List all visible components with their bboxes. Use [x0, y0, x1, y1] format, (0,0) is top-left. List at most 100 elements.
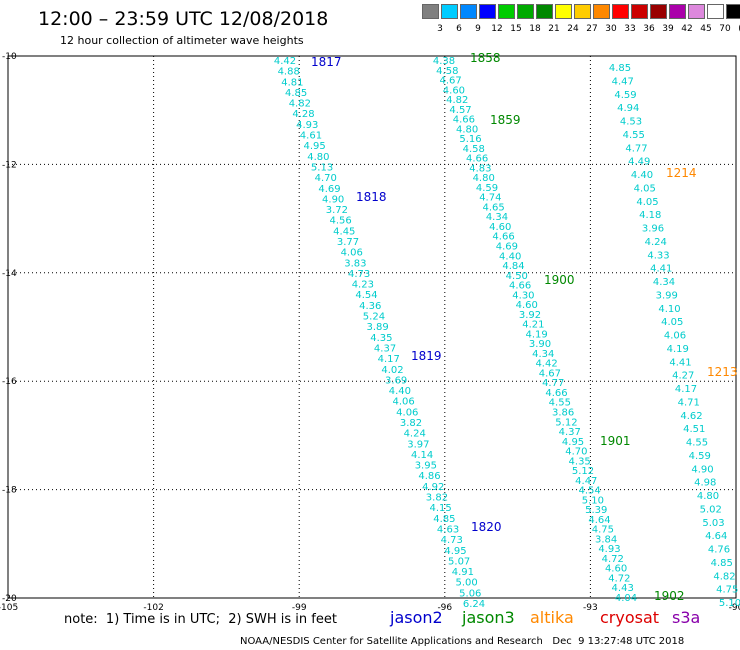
- wave-height-value: 4.71: [678, 397, 700, 408]
- satellite-legend-jason3: jason3: [462, 608, 515, 627]
- note-text: note: 1) Time is in UTC; 2) SWH is in fe…: [64, 612, 337, 627]
- wave-height-value: 4.65: [483, 202, 505, 213]
- wave-height-value: 4.75: [592, 525, 614, 536]
- footer-credit: NOAA/NESDIS Center for Satellite Applica…: [240, 636, 685, 647]
- wave-height-value: 4.10: [658, 304, 680, 315]
- wave-height-value: 4.05: [661, 317, 683, 328]
- wave-height-value: 4.02: [381, 365, 403, 376]
- wave-height-value: 4.27: [672, 371, 694, 382]
- wave-height-value: 4.66: [509, 281, 531, 292]
- wave-height-value: 4.62: [680, 411, 702, 422]
- wave-height-value: 4.66: [492, 232, 514, 243]
- latitude-tick-label: -14: [2, 269, 17, 279]
- wave-height-value: 4.69: [318, 184, 340, 195]
- wave-height-value: 4.64: [588, 515, 610, 526]
- wave-height-value: 4.55: [623, 130, 645, 141]
- wave-height-value: 4.93: [598, 544, 620, 555]
- wave-height-value: 3.69: [385, 375, 407, 386]
- wave-height-value: 4.34: [486, 212, 508, 223]
- wave-height-value: 4.36: [359, 301, 381, 312]
- wave-height-value: 4.94: [617, 103, 639, 114]
- color-scale-swatch: [688, 4, 705, 19]
- wave-height-value: 4.75: [716, 585, 738, 596]
- wave-height-value: 4.55: [686, 438, 708, 449]
- wave-height-value: 4.06: [664, 331, 686, 342]
- wave-height-value: 4.80: [697, 491, 719, 502]
- wave-height-value: 4.70: [315, 173, 337, 184]
- color-scale-label: 70: [719, 24, 731, 34]
- wave-height-value: 4.93: [296, 120, 318, 131]
- wave-height-value: 4.43: [612, 583, 634, 594]
- wave-height-value: 4.60: [443, 85, 465, 96]
- wave-height-value: 5.00: [455, 578, 477, 589]
- wave-height-value: 4.69: [496, 242, 518, 253]
- longitude-tick-label: -96: [437, 603, 452, 613]
- color-scale-swatch: [536, 4, 553, 19]
- wave-height-value: 3.96: [642, 224, 664, 235]
- wave-height-value: 4.80: [307, 152, 329, 163]
- wave-height-value: 4.19: [526, 329, 548, 340]
- map-frame: [7, 55, 737, 599]
- wave-height-value: 3.97: [407, 439, 429, 450]
- color-scale-label: 9: [475, 24, 481, 34]
- color-scale-unit: (ft): [733, 24, 740, 34]
- wave-height-value: 4.41: [650, 264, 672, 275]
- wave-height-value: 4.73: [441, 535, 463, 546]
- latitude-tick-label: -20: [2, 594, 17, 604]
- wave-height-value: 5.12: [572, 466, 594, 477]
- wave-height-value: 4.42: [274, 56, 296, 67]
- wave-height-value: 4.92: [422, 482, 444, 493]
- wave-height-value: 4.37: [374, 343, 396, 354]
- color-scale-swatch: [669, 4, 686, 19]
- color-scale-swatch: [726, 4, 740, 19]
- longitude-tick-label: -99: [292, 603, 307, 613]
- wave-height-value: 4.77: [542, 378, 564, 389]
- wave-height-value: 3.84: [595, 534, 617, 545]
- wave-height-value: 4.04: [615, 593, 637, 604]
- color-scale-label: 15: [510, 24, 522, 34]
- color-scale-swatch: [441, 4, 458, 19]
- latitude-tick-label: -10: [2, 52, 17, 62]
- pass-time-label: 1819: [411, 349, 442, 363]
- map-title: 12:00 – 23:59 UTC 12/08/2018: [38, 8, 329, 30]
- wave-height-value: 4.60: [516, 300, 538, 311]
- wave-height-value: 5.10: [719, 598, 740, 609]
- wave-height-value: 4.61: [300, 131, 322, 142]
- color-scale-swatch: [517, 4, 534, 19]
- longitude-tick-label: -102: [143, 603, 163, 613]
- wave-height-value: 4.85: [285, 88, 307, 99]
- satellite-legend-jason2: jason2: [390, 608, 443, 627]
- wave-height-value: 4.24: [404, 429, 426, 440]
- wave-height-value: 4.74: [479, 193, 501, 204]
- wave-height-value: 3.90: [529, 339, 551, 350]
- wave-height-value: 4.58: [436, 66, 458, 77]
- pass-time-label: 1901: [600, 434, 631, 448]
- wave-height-value: 4.30: [512, 290, 534, 301]
- wave-height-value: 4.18: [639, 210, 661, 221]
- pass-time-label: 1214: [666, 166, 697, 180]
- longitude-tick-label: -105: [0, 603, 18, 613]
- pass-time-label: 1817: [311, 55, 342, 69]
- color-scale-swatch: [498, 4, 515, 19]
- wave-height-value: 4.73: [348, 269, 370, 280]
- color-scale-label: 42: [681, 24, 693, 34]
- longitude-tick-label: -93: [583, 603, 598, 613]
- wave-height-value: 3.92: [519, 310, 541, 321]
- wave-height-value: 4.80: [456, 124, 478, 135]
- wave-height-value: 5.10: [582, 495, 604, 506]
- wave-height-value: 4.90: [322, 194, 344, 205]
- satellite-legend-cryosat: cryosat: [600, 608, 660, 627]
- wave-height-value: 4.57: [449, 105, 471, 116]
- wave-height-value: 4.05: [636, 197, 658, 208]
- wave-height-value: 4.45: [333, 226, 355, 237]
- color-scale-label: 6: [456, 24, 462, 34]
- color-scale-swatch: [707, 4, 724, 19]
- wave-height-value: 4.15: [430, 503, 452, 514]
- wave-height-value: 5.39: [585, 505, 607, 516]
- wave-height-value: 4.66: [466, 154, 488, 165]
- wave-height-value: 4.24: [645, 237, 667, 248]
- wave-height-value: 4.06: [392, 397, 414, 408]
- wave-height-value: 4.82: [289, 99, 311, 110]
- wave-height-value: 4.95: [444, 546, 466, 557]
- pass-time-label: 1859: [490, 113, 521, 127]
